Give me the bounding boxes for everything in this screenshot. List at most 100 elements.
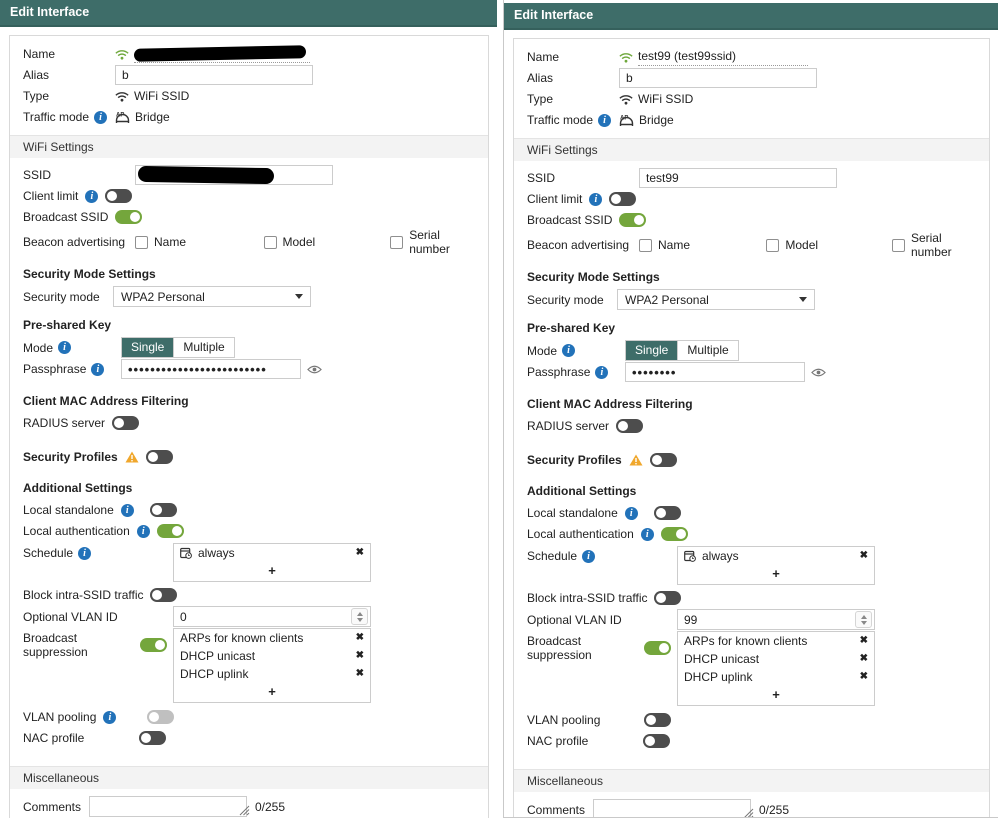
info-icon[interactable] xyxy=(640,527,654,541)
info-icon[interactable] xyxy=(78,546,92,560)
nac-profile-toggle[interactable] xyxy=(643,734,671,748)
security-profiles-label: Security Profiles xyxy=(527,453,622,467)
warning-icon[interactable] xyxy=(125,451,139,463)
remove-icon[interactable] xyxy=(860,636,868,646)
eye-icon[interactable] xyxy=(811,367,826,378)
remove-icon[interactable] xyxy=(860,551,868,561)
passphrase-row: Passphrase xyxy=(23,359,475,379)
nac-profile-row: NAC profile xyxy=(23,728,475,748)
client-limit-row: Client limit xyxy=(23,186,475,206)
info-icon[interactable] xyxy=(103,710,117,724)
local-authentication-row: Local authentication xyxy=(23,521,475,541)
psk-mode-single-button[interactable]: Single xyxy=(626,341,678,360)
local-authentication-toggle[interactable] xyxy=(660,527,688,541)
local-authentication-toggle[interactable] xyxy=(156,524,184,538)
block-intra-ssid-toggle[interactable] xyxy=(654,591,682,605)
redaction-blob xyxy=(133,44,307,62)
resize-handle-icon[interactable] xyxy=(239,805,250,816)
info-icon[interactable] xyxy=(598,113,612,127)
traffic-mode-value: Bridge xyxy=(639,113,674,127)
comments-textarea[interactable] xyxy=(89,796,250,817)
remove-icon[interactable] xyxy=(356,548,364,558)
interface-name-value[interactable]: test99 (test99ssid) xyxy=(638,49,808,66)
alias-input[interactable] xyxy=(115,65,313,85)
ssid-row: SSID xyxy=(23,165,475,185)
client-limit-toggle[interactable] xyxy=(609,192,637,206)
beacon-name-checkbox[interactable] xyxy=(135,235,148,249)
bridge-icon: AP xyxy=(115,112,130,123)
info-icon[interactable] xyxy=(120,503,134,517)
add-suppression-button[interactable] xyxy=(678,686,874,705)
name-label: Name xyxy=(527,50,560,64)
resize-handle-icon[interactable] xyxy=(743,808,754,818)
security-mode-label: Security mode xyxy=(23,289,100,304)
security-mode-select[interactable]: WPA2 Personal xyxy=(617,289,815,310)
eye-icon[interactable] xyxy=(307,364,322,375)
schedule-box: always xyxy=(173,543,371,582)
info-icon[interactable] xyxy=(562,344,576,357)
info-icon[interactable] xyxy=(91,362,105,376)
remove-icon[interactable] xyxy=(860,672,868,682)
info-icon[interactable] xyxy=(589,192,603,206)
beacon-model-checkbox[interactable] xyxy=(263,235,277,249)
local-standalone-toggle[interactable] xyxy=(653,506,681,520)
client-limit-toggle[interactable] xyxy=(105,189,133,203)
radius-server-toggle[interactable] xyxy=(616,419,644,433)
info-icon[interactable] xyxy=(85,189,99,203)
comments-textarea[interactable] xyxy=(593,799,754,818)
info-icon[interactable] xyxy=(595,365,609,379)
beacon-serial-checkbox[interactable] xyxy=(891,238,905,252)
add-suppression-button[interactable] xyxy=(174,683,370,702)
block-intra-ssid-toggle[interactable] xyxy=(150,588,178,602)
psk-mode-multiple-button[interactable]: Multiple xyxy=(173,338,233,357)
beacon-serial-checkbox[interactable] xyxy=(390,235,404,249)
nac-profile-toggle[interactable] xyxy=(139,731,167,745)
security-profiles-toggle[interactable] xyxy=(145,450,173,464)
vlan-id-stepper[interactable] xyxy=(351,608,368,625)
info-icon[interactable] xyxy=(582,549,596,563)
add-schedule-button[interactable] xyxy=(174,562,370,581)
miscellaneous-section-header: Miscellaneous xyxy=(10,766,488,789)
vlan-pooling-toggle[interactable] xyxy=(644,713,672,727)
security-mode-select[interactable]: WPA2 Personal xyxy=(113,286,311,307)
security-profiles-row: Security Profiles xyxy=(527,450,976,470)
add-schedule-button[interactable] xyxy=(678,565,874,584)
broadcast-ssid-toggle[interactable] xyxy=(619,213,647,227)
comments-label: Comments xyxy=(527,802,586,817)
alias-label: Alias xyxy=(23,68,50,82)
schedule-label: Schedule xyxy=(527,546,677,563)
psk-mode-multiple-button[interactable]: Multiple xyxy=(677,341,737,360)
radius-server-toggle[interactable] xyxy=(112,416,140,430)
vlan-id-stepper[interactable] xyxy=(855,611,872,628)
remove-icon[interactable] xyxy=(356,633,364,643)
vlan-id-input[interactable]: 99 xyxy=(677,609,875,630)
psk-mode-single-button[interactable]: Single xyxy=(122,338,174,357)
warning-icon[interactable] xyxy=(629,454,643,466)
info-icon[interactable] xyxy=(136,524,150,538)
vlan-id-input[interactable]: 0 xyxy=(173,606,371,627)
beacon-name-label: Name xyxy=(658,238,691,252)
remove-icon[interactable] xyxy=(860,654,868,664)
local-authentication-label: Local authentication xyxy=(527,527,634,541)
alias-input[interactable] xyxy=(619,68,817,88)
broadcast-suppression-toggle[interactable] xyxy=(644,641,671,655)
chevron-down-icon xyxy=(799,297,807,302)
vlan-pooling-toggle[interactable] xyxy=(147,710,175,724)
info-icon[interactable] xyxy=(624,506,638,520)
beacon-model-checkbox[interactable] xyxy=(766,238,780,252)
remove-icon[interactable] xyxy=(356,651,364,661)
local-standalone-toggle[interactable] xyxy=(149,503,177,517)
broadcast-ssid-toggle[interactable] xyxy=(115,210,143,224)
passphrase-input[interactable] xyxy=(121,359,301,379)
remove-icon[interactable] xyxy=(356,669,364,679)
passphrase-label: Passphrase xyxy=(23,362,121,376)
info-icon[interactable] xyxy=(58,341,72,354)
broadcast-suppression-toggle[interactable] xyxy=(140,638,167,652)
traffic-mode-row: Traffic mode AP Bridge xyxy=(23,107,475,127)
beacon-name-checkbox[interactable] xyxy=(639,238,652,252)
security-profiles-toggle[interactable] xyxy=(649,453,677,467)
info-icon[interactable] xyxy=(94,110,108,124)
interface-name-value[interactable] xyxy=(133,44,310,63)
passphrase-input[interactable] xyxy=(625,362,805,382)
ssid-input[interactable] xyxy=(639,168,837,188)
